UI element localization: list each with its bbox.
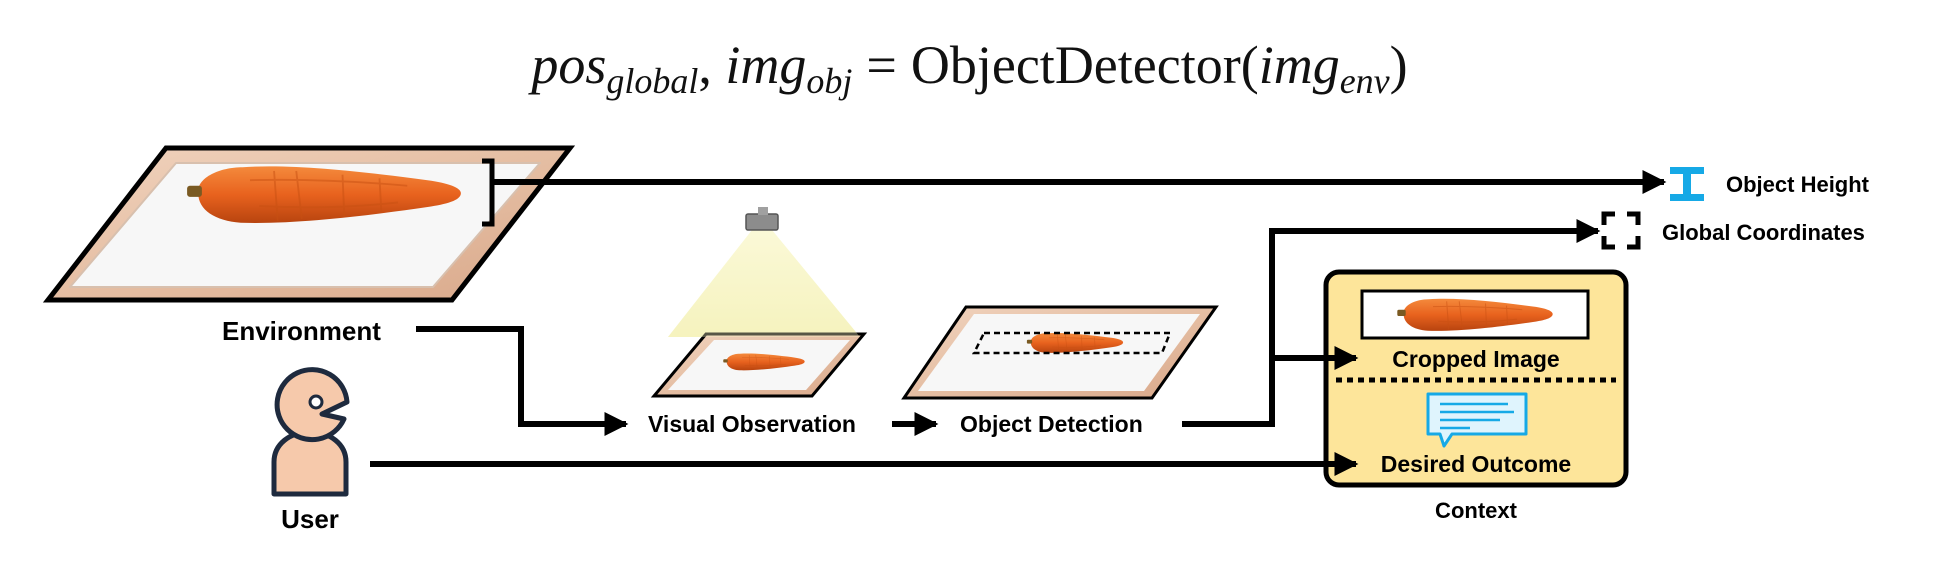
message-icon [1426, 392, 1528, 448]
height-bracket [482, 158, 495, 227]
equation-func: ObjectDetector [910, 35, 1241, 95]
arrow-to-global-coordinates [1182, 219, 1601, 427]
equation-arg: img [1258, 35, 1340, 95]
global-coordinates-label: Global Coordinates [1662, 220, 1865, 245]
user-label: User [281, 504, 339, 534]
global-coordinates-icon [1601, 211, 1641, 250]
equation-lhs2-sub: obj [806, 61, 853, 101]
object-detection-label: Object Detection [960, 411, 1143, 437]
arrow-environment-to-observation [416, 326, 629, 436]
visual-observation-label: Visual Observation [648, 411, 856, 437]
camera-beam [668, 230, 860, 337]
user-icon [271, 367, 350, 497]
equation-equals: = [866, 35, 897, 95]
equation-lhs1-sub: global [606, 61, 699, 101]
camera-icon [745, 207, 779, 231]
equation-lhs2: img [725, 35, 807, 95]
equation-arg-sub: env [1339, 61, 1390, 101]
context-label: Context [1435, 498, 1517, 523]
detection-box [971, 331, 1172, 355]
object-height-icon [1670, 167, 1704, 201]
equation-lhs1: pos [531, 35, 607, 95]
object-height-label: Object Height [1726, 172, 1870, 197]
desired-outcome-label: Desired Outcome [1380, 451, 1572, 477]
camera-beam-overlay [668, 230, 860, 337]
equation: posglobal, imgobj = ObjectDetector(imgenv) [531, 35, 1408, 101]
cropped-image-label: Cropped Image [1392, 346, 1560, 372]
equation-separator: , [698, 35, 712, 95]
environment-label: Environment [222, 316, 381, 346]
